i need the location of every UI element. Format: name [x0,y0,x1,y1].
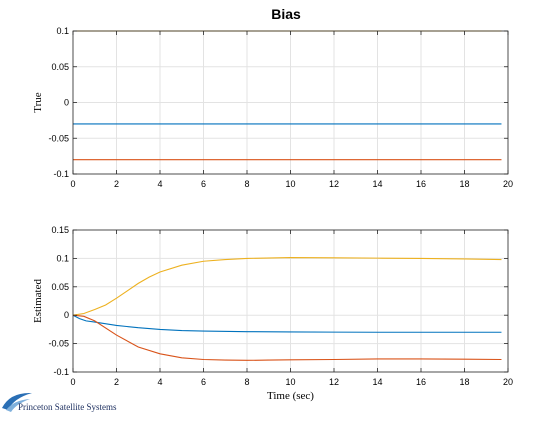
x-tick-label: 20 [503,377,513,387]
x-tick-label: 0 [70,179,75,189]
x-tick-label: 14 [372,179,382,189]
logo-swoosh-icon [2,392,32,412]
y-tick-label: 0.05 [51,62,69,72]
x-tick-label: 18 [459,377,469,387]
plot-panel-1: 0 2 4 6 8 10 12 14 16 18 20 -0.1 -0.05 0 0.05 0.1 True [32,26,513,189]
x-tick-label: 16 [416,377,426,387]
y-axis-label: Estimated [32,279,44,323]
x-tick-label: 0 [70,377,75,387]
y-tick-label: 0 [64,98,69,108]
x-tick-label: 6 [201,377,206,387]
y-tick-label: -0.05 [48,133,69,143]
x-tick-label: 12 [329,377,339,387]
x-tick-label: 16 [416,179,426,189]
x-tick-label: 20 [503,179,513,189]
x-axis-label: Time (sec) [267,390,314,402]
x-tick-label: 10 [285,179,295,189]
y-axis-label: True [32,92,44,112]
series-line-1 [72,314,502,333]
x-tick-label: 10 [285,377,295,387]
y-tick-label: 0.1 [56,253,69,263]
y-tick-label: -0.05 [48,339,69,349]
x-tick-label: 6 [201,179,206,189]
footer-text: Princeton Satellite Systems [18,402,117,412]
x-tick-label: 2 [114,179,119,189]
x-tick-label: 2 [114,377,119,387]
x-tick-label: 8 [244,377,249,387]
x-tick-label: 14 [372,377,382,387]
x-tick-label: 4 [157,179,162,189]
series-line-2 [72,314,502,361]
y-tick-label: -0.1 [53,169,69,179]
x-tick-label: 4 [157,377,162,387]
chart-title: Bias [271,6,301,22]
x-tick-label: 12 [329,179,339,189]
plot-panel-2: 0 2 4 6 8 10 12 14 16 18 20 -0.1 -0.05 0 0.05 0.1 0.15 Es… [32,225,513,402]
x-tick-label: 18 [459,179,469,189]
x-tick-label: 8 [244,179,249,189]
y-tick-label: -0.1 [53,367,69,377]
series-line-3 [72,256,502,316]
y-tick-label: 0.05 [51,282,69,292]
y-tick-label: 0 [64,310,69,320]
y-tick-label: 0.1 [56,26,69,36]
y-tick-label: 0.15 [51,225,69,235]
princeton-logo: Princeton Satellite Systems [2,392,117,412]
